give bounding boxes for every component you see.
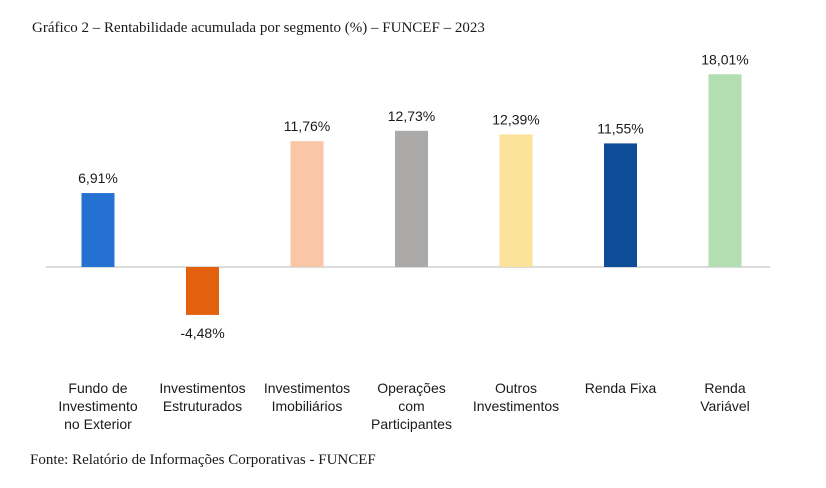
data-label: 12,73% (388, 108, 435, 124)
bar (81, 193, 115, 267)
category-label-line: Participantes (371, 416, 452, 432)
bar (395, 130, 428, 267)
chart-title: Gráfico 2 – Rentabilidade acumulada por … (32, 20, 485, 36)
bar (290, 141, 324, 267)
category-label-line: no Exterior (64, 416, 132, 432)
category-label-line: Investimentos (159, 380, 245, 396)
data-label: 12,39% (492, 111, 539, 127)
category-label-line: Outros (495, 380, 537, 396)
data-label: 11,55% (597, 120, 643, 136)
category-label: Investimentos Estruturados (159, 380, 245, 414)
bar (186, 267, 219, 315)
category-label: Renda Fixa (585, 380, 657, 396)
bar (499, 134, 533, 267)
source-note: Fonte: Relatório de Informações Corporat… (30, 452, 376, 468)
data-label: 6,91% (78, 170, 118, 186)
category-label-line: Estruturados (163, 398, 242, 414)
category-label: Fundo de Investimento no Exterior (58, 380, 138, 432)
category-label-line: Renda (704, 380, 745, 396)
data-label: 18,01% (701, 51, 748, 67)
data-label: -4,48% (180, 325, 224, 341)
category-label: Investimentos Imobiliários (264, 380, 350, 414)
data-label: 11,76% (284, 118, 330, 134)
category-label-line: Fundo de (68, 380, 127, 396)
category-label-line: Imobiliários (272, 398, 343, 414)
category-label-line: com (398, 398, 424, 414)
category-label-line: Renda Fixa (585, 380, 657, 396)
category-label-line: Investimentos (264, 380, 350, 396)
category-label: Renda Variável (700, 380, 750, 414)
category-label-line: Variável (700, 398, 750, 414)
category-label: Operações com Participantes (371, 380, 452, 432)
bar (604, 143, 637, 267)
bar (708, 74, 742, 267)
category-label-line: Investimento (58, 398, 138, 414)
category-label-line: Investimentos (473, 398, 559, 414)
category-label-line: Operações (377, 380, 445, 396)
category-label: Outros Investimentos (473, 380, 559, 414)
